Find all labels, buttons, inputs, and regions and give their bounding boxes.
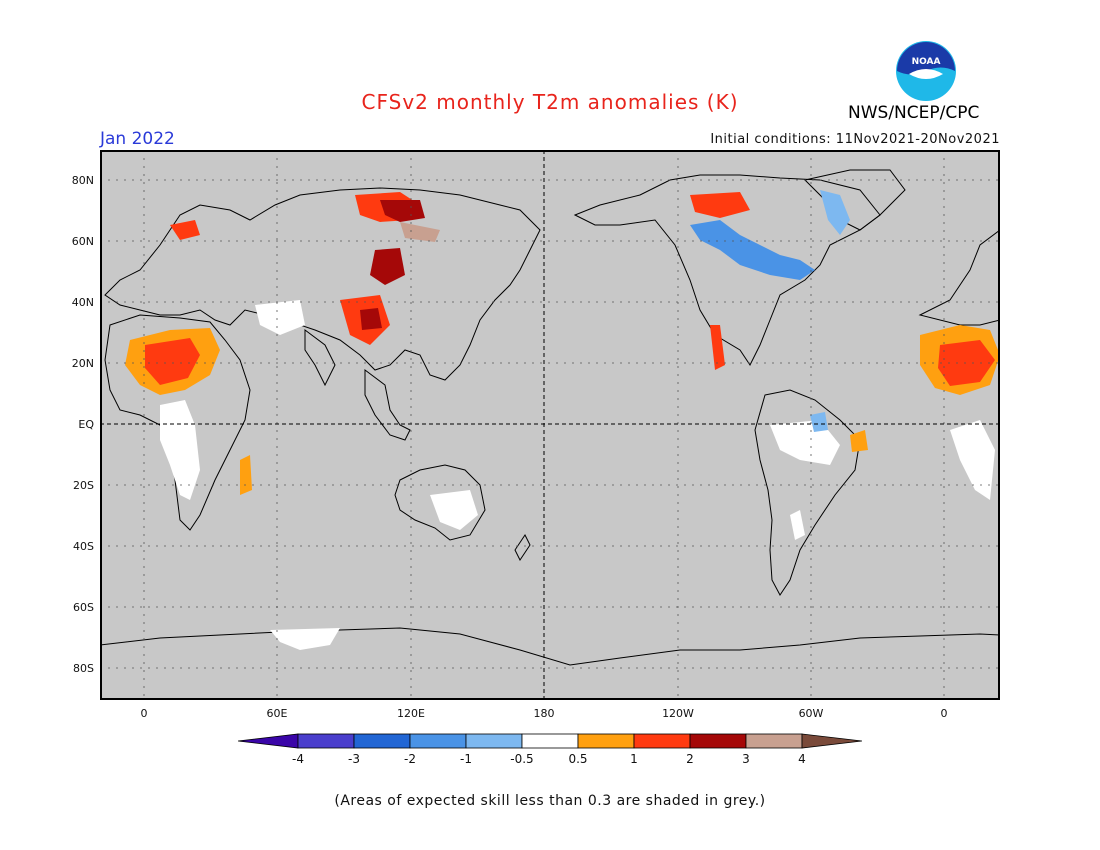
map-background xyxy=(100,150,1000,700)
colorbar-segment xyxy=(577,733,635,749)
colorbar-label: -0.5 xyxy=(510,752,534,766)
footnote: (Areas of expected skill less than 0.3 a… xyxy=(334,793,766,809)
colorbar-segment xyxy=(689,733,747,749)
colorbar xyxy=(238,733,862,749)
lat-label-40s: 40S xyxy=(73,540,94,553)
noaa-logo-text: NOAA xyxy=(912,57,941,67)
map-title: CFSv2 monthly T2m anomalies (K) xyxy=(361,90,739,114)
neutral-regions xyxy=(160,300,995,650)
nz-coast xyxy=(514,534,531,561)
colorbar-segment xyxy=(633,733,691,749)
lat-label-40n: 40N xyxy=(71,296,94,309)
lon-label-180: 180 xyxy=(533,707,555,720)
grid-lines xyxy=(100,150,1000,700)
colorbar-label: 2 xyxy=(686,752,694,766)
colorbar-segment xyxy=(521,733,579,749)
australia-coast xyxy=(394,464,486,541)
lon-label-60w: 60W xyxy=(798,707,824,720)
map-frame xyxy=(100,150,1000,700)
colorbar-segment xyxy=(465,733,523,749)
eurasia-coast xyxy=(104,187,541,381)
lon-label-120e: 120E xyxy=(397,707,425,720)
antarctica-coast xyxy=(100,627,1000,666)
colorbar-label: 1 xyxy=(630,752,638,766)
europe-wrap-coast xyxy=(918,229,1000,326)
colorbar-segment xyxy=(353,733,411,749)
colorbar-label: -1 xyxy=(460,752,472,766)
seasia-coast xyxy=(364,369,411,441)
colorbar-label: -4 xyxy=(292,752,304,766)
colorbar-segment xyxy=(409,733,467,749)
noaa-logo-icon: NOAA xyxy=(896,41,956,101)
lat-label-60n: 60N xyxy=(71,235,94,248)
africa-coast xyxy=(104,314,251,531)
initial-conditions: Initial conditions: 11Nov2021-20Nov2021 xyxy=(710,132,1000,147)
anomaly-map xyxy=(100,150,1000,700)
agency-label: NWS/NCEP/CPC xyxy=(848,103,980,123)
warm-anomalies xyxy=(125,192,1000,495)
lat-label-80s: 80S xyxy=(73,662,94,675)
colorbar-label: -3 xyxy=(348,752,360,766)
colorbar-label: 0.5 xyxy=(568,752,588,766)
lat-label-60s: 60S xyxy=(73,601,94,614)
india-coast xyxy=(304,329,336,387)
namerica-coast xyxy=(573,174,881,366)
lon-label-120w: 120W xyxy=(662,707,694,720)
colorbar-label: 3 xyxy=(742,752,750,766)
samerica-coast xyxy=(754,389,861,596)
forecast-period: Jan 2022 xyxy=(100,129,175,149)
colorbar-label: -2 xyxy=(404,752,416,766)
colorbar-segment xyxy=(801,733,862,749)
colorbar-segment xyxy=(745,733,803,749)
lon-label-60e: 60E xyxy=(266,707,288,720)
cold-anomalies xyxy=(690,190,850,432)
colorbar-label: 4 xyxy=(798,752,806,766)
lat-label-80n: 80N xyxy=(71,174,94,187)
colorbar-segment xyxy=(238,733,299,749)
colorbar-segment xyxy=(297,733,355,749)
lat-label-20s: 20S xyxy=(73,479,94,492)
lon-label-0-right: 0 xyxy=(940,707,948,720)
lat-label-20n: 20N xyxy=(71,357,94,370)
lon-label-0: 0 xyxy=(140,707,148,720)
lat-label-eq: EQ xyxy=(78,418,94,431)
